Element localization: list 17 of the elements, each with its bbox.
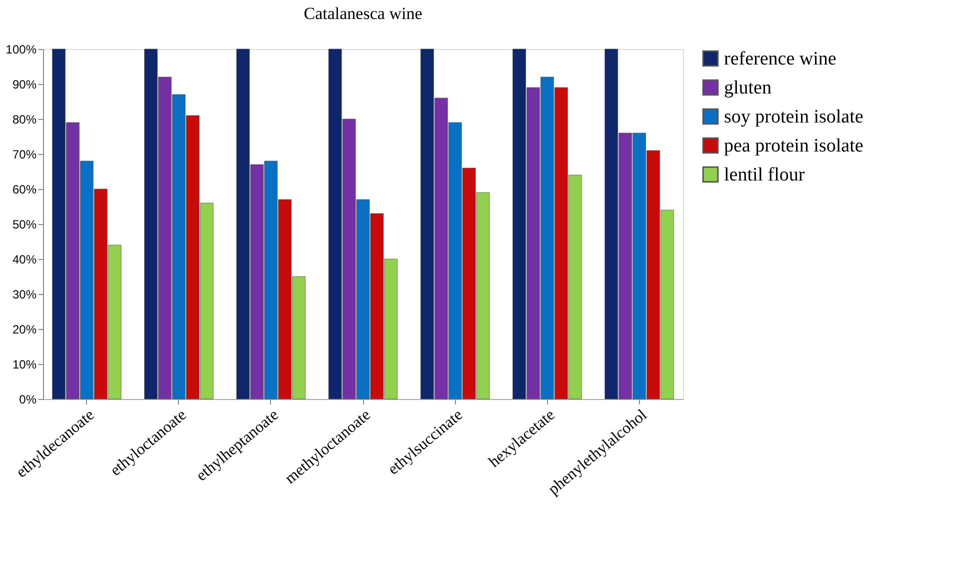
y-tick-label: 80% bbox=[12, 112, 37, 126]
y-tick-label: 0% bbox=[19, 392, 37, 406]
y-tick-label: 70% bbox=[12, 148, 37, 162]
y-tick-label: 10% bbox=[12, 358, 37, 372]
legend-label: gluten bbox=[724, 78, 772, 98]
legend-label: pea protein isolate bbox=[724, 136, 864, 156]
y-tick-label: 20% bbox=[12, 322, 37, 336]
y-tick-label: 90% bbox=[12, 78, 37, 92]
legend-label: lentil flour bbox=[724, 164, 806, 186]
y-tick-label: 50% bbox=[12, 218, 37, 232]
y-tick-label: 30% bbox=[12, 288, 37, 302]
y-tick-label: 100% bbox=[6, 42, 37, 56]
chart-title: Catalanesca wine bbox=[304, 4, 422, 23]
legend-label: soy protein isolate bbox=[724, 106, 864, 128]
y-tick-label: 60% bbox=[12, 182, 37, 196]
legend-label: reference wine bbox=[724, 48, 836, 70]
y-tick-label: 40% bbox=[12, 252, 37, 266]
